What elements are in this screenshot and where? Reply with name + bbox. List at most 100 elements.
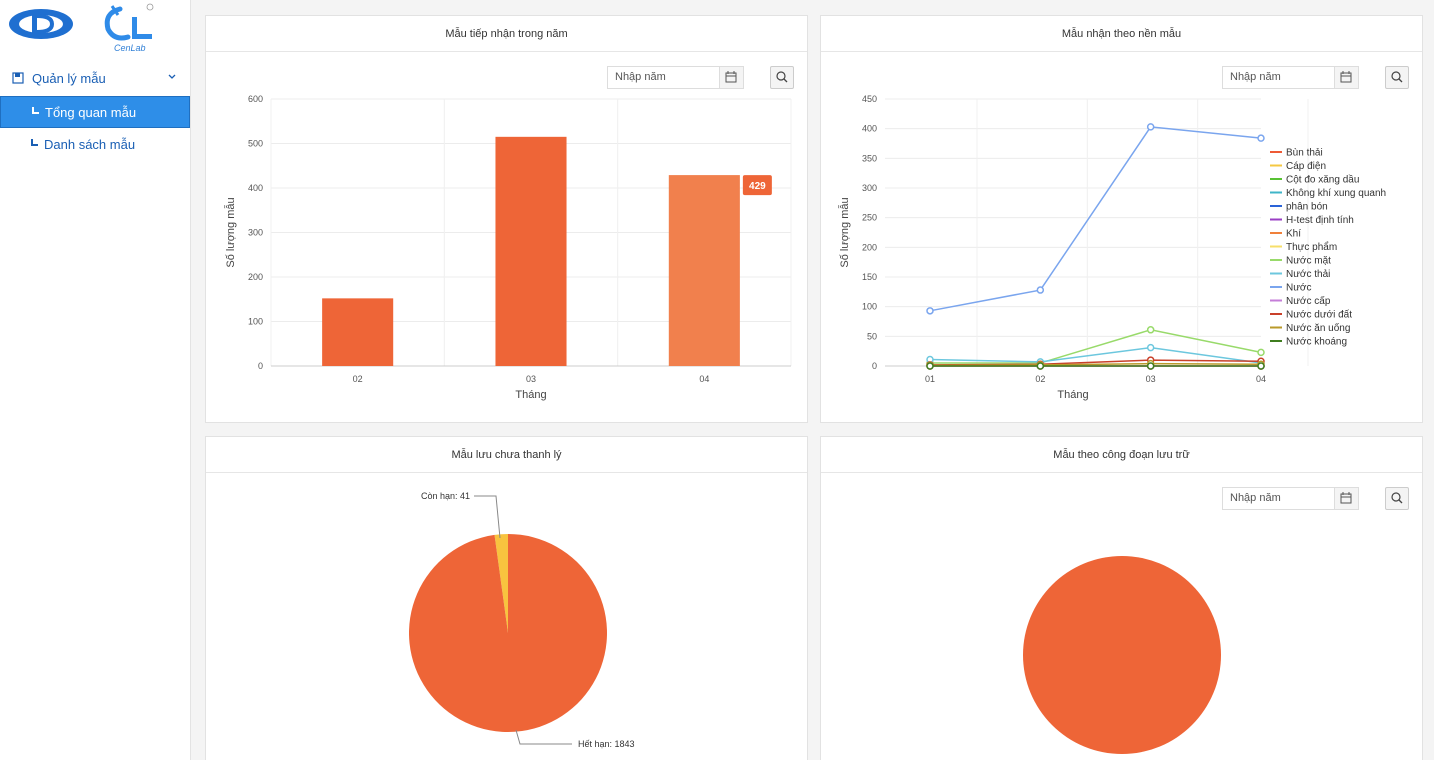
- y-tick-label: 400: [862, 124, 877, 134]
- logo-area: CenLab: [0, 0, 191, 62]
- y-tick-label: 0: [258, 361, 263, 371]
- series-line: [929, 346, 1262, 364]
- bar-chart: 0 100 200 300 400 500 600 02 03 04 Tháng Số lượng m…: [224, 94, 792, 401]
- y-axis-label: Số lượng mẫu: [224, 197, 237, 267]
- x-tick-label: 02: [1035, 374, 1045, 384]
- data-point: [1257, 362, 1265, 370]
- year-input[interactable]: Nhập năm: [1222, 487, 1359, 510]
- menu-sample-management[interactable]: Quản lý mẫu: [0, 66, 190, 92]
- search-icon: [1391, 492, 1403, 504]
- logo-caption: CenLab: [114, 43, 146, 53]
- y-tick-label: 200: [248, 272, 263, 282]
- subitem-icon: [31, 139, 38, 146]
- y-tick-label: 300: [248, 228, 263, 238]
- search-icon: [1391, 71, 1403, 83]
- year-input-placeholder: Nhập năm: [615, 71, 666, 83]
- pie-chart-unliquidated: Còn hạn: 41 Hết hạn: 1843: [408, 491, 635, 749]
- x-tick-label: 02: [353, 374, 363, 384]
- legend-label: Không khí xung quanh: [1286, 188, 1386, 199]
- data-point: [926, 307, 934, 315]
- calendar-button[interactable]: [1334, 66, 1358, 89]
- panel-unliquidated: Mẫu lưu chưa thanh lý Còn hạn: 41 Hết hạn…: [205, 436, 808, 760]
- search-button[interactable]: [1385, 487, 1409, 510]
- legend-label: Bùn thải: [1286, 148, 1323, 159]
- data-point: [1146, 123, 1155, 131]
- calendar-button[interactable]: [1334, 487, 1358, 510]
- bar: [495, 136, 567, 366]
- legend-label: Nước ăn uống: [1286, 322, 1350, 334]
- subitem-icon: [32, 107, 39, 114]
- legend-label: Khí: [1286, 229, 1301, 240]
- sidebar-item-sample-list[interactable]: Danh sách mẫu: [0, 129, 190, 161]
- legend-label: H-test định tính: [1286, 215, 1354, 226]
- panel-title: Mẫu theo công đoạn lưu trữ: [821, 437, 1422, 473]
- y-tick-label: 400: [248, 183, 263, 193]
- year-input-placeholder: Nhập năm: [1230, 492, 1281, 504]
- sidebar-item-overview[interactable]: Tổng quan mẫu: [0, 96, 190, 128]
- panel-title: Mẫu lưu chưa thanh lý: [206, 437, 807, 473]
- panel-by-matrix: Mẫu nhận theo nền mẫu Nhập năm 0 50 100 150…: [820, 15, 1423, 423]
- line-chart: 0 50 100 150 200 250 300 350 400 450 01 02 03 04 Tháng…: [838, 94, 1386, 401]
- y-tick-label: 500: [248, 139, 263, 149]
- calendar-icon: [725, 71, 737, 83]
- year-input[interactable]: Nhập năm: [1222, 66, 1359, 89]
- y-axis-label: Số lượng mẫu: [838, 197, 851, 267]
- year-input[interactable]: Nhập năm: [607, 66, 744, 89]
- x-tick-label: 03: [1146, 374, 1156, 384]
- legend-label: Nước thải: [1286, 269, 1330, 280]
- sidebar: CenLab Quản lý mẫu Tổng quan mẫu Danh sá…: [0, 0, 191, 760]
- legend-label: Nước cấp: [1286, 295, 1331, 307]
- panel-by-stage: Mẫu theo công đoạn lưu trữ Nhập năm: [820, 436, 1423, 760]
- data-point: [1036, 286, 1045, 294]
- y-tick-label: 250: [862, 213, 877, 223]
- y-tick-label: 100: [248, 317, 263, 327]
- calendar-icon: [1340, 71, 1352, 83]
- x-tick-label: 03: [526, 374, 536, 384]
- bar: [322, 298, 394, 366]
- company-logo: [9, 9, 73, 39]
- y-tick-label: 100: [862, 302, 877, 312]
- y-tick-label: 150: [862, 272, 877, 282]
- sidebar-item-overview-label: Tổng quan mẫu: [45, 105, 137, 120]
- tooltip-box: [742, 175, 772, 196]
- legend-label: Nước mặt: [1286, 256, 1331, 267]
- y-tick-label: 0: [872, 361, 877, 371]
- data-point: [1257, 134, 1265, 142]
- x-axis-label: Tháng: [1057, 389, 1088, 401]
- series-line: [929, 362, 1262, 367]
- pie-label: Hết hạn: 1843: [578, 739, 635, 749]
- x-tick-label: 04: [1256, 374, 1266, 384]
- bar: [668, 175, 740, 366]
- y-tick-label: 50: [867, 331, 877, 341]
- panel-title: Mẫu nhận theo nền mẫu: [821, 16, 1422, 52]
- data-point: [1146, 343, 1155, 352]
- pie-slice: [408, 534, 607, 732]
- search-icon: [776, 71, 788, 83]
- legend-label: Cáp điện: [1286, 161, 1326, 172]
- legend-label: Nước dưới đất: [1286, 309, 1352, 321]
- save-icon: [12, 72, 24, 84]
- pie-slice: [1023, 556, 1221, 754]
- data-point: [1036, 362, 1045, 370]
- y-tick-label: 300: [862, 183, 877, 193]
- legend-label: Thực phẩm: [1286, 241, 1337, 253]
- y-tick-label: 200: [862, 242, 877, 252]
- x-axis-label: Tháng: [515, 389, 546, 401]
- year-input-placeholder: Nhập năm: [1230, 71, 1281, 83]
- leader-line: [474, 495, 501, 539]
- legend-label: phân bón: [1286, 202, 1328, 213]
- y-tick-label: 450: [862, 94, 877, 104]
- legend-label: Nước: [1286, 283, 1311, 294]
- calendar-icon: [1340, 492, 1352, 504]
- search-button[interactable]: [1385, 66, 1409, 89]
- calendar-button[interactable]: [719, 66, 743, 89]
- legend-label: Nước khoáng: [1286, 337, 1347, 348]
- search-button[interactable]: [770, 66, 794, 89]
- panel-received-year: Mẫu tiếp nhận trong năm Nhập năm 0 100 200…: [205, 15, 808, 423]
- data-point: [1257, 348, 1265, 357]
- x-tick-label: 01: [925, 374, 935, 384]
- x-tick-label: 04: [699, 374, 709, 384]
- chevron-down-icon: [168, 74, 176, 79]
- tooltip-value: 429: [749, 181, 766, 192]
- legend-label: Cột đo xăng dầu: [1286, 174, 1359, 186]
